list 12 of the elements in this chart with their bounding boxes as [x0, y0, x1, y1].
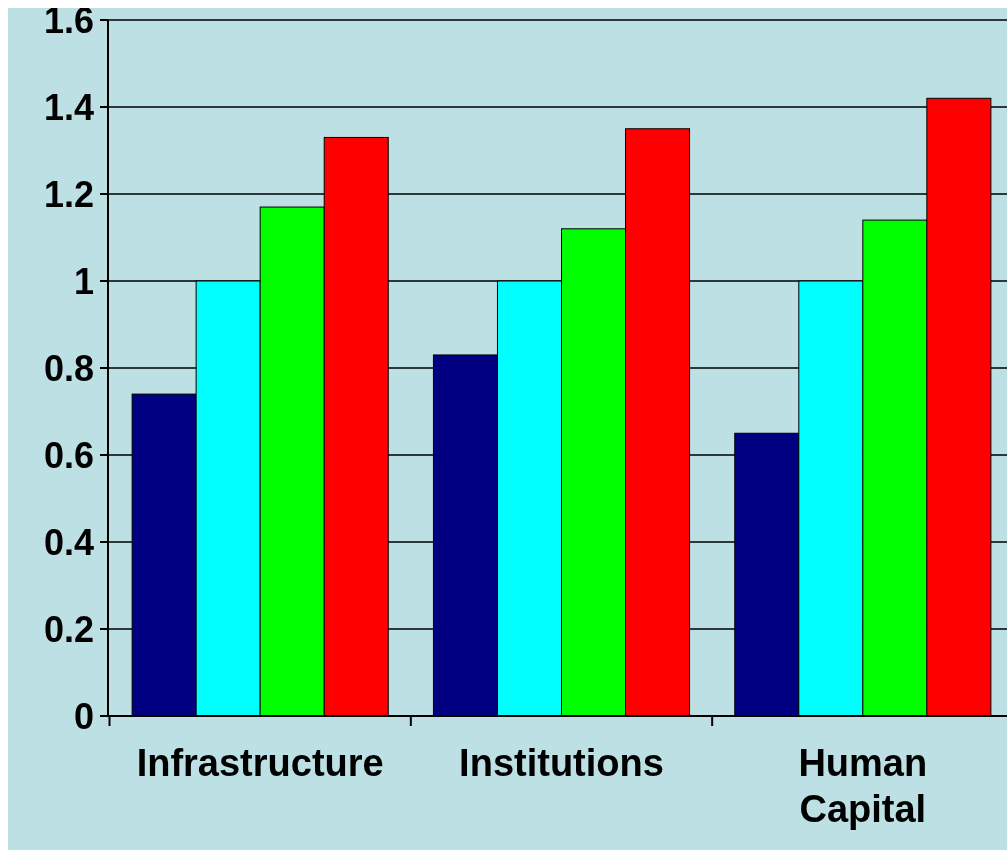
- y-tick-label: 0.2: [43, 608, 94, 650]
- x-tick-label: Human Capital: [798, 742, 928, 830]
- y-tick-label: 1.4: [43, 86, 94, 128]
- y-tick-label: 0.8: [43, 347, 94, 389]
- x-tick-label: Institutions: [459, 742, 664, 784]
- y-tick-label: 0.6: [43, 434, 94, 476]
- y-tick-label: 1.6: [43, 0, 94, 41]
- y-tick-label: 0: [73, 695, 94, 737]
- y-tick-label: 1: [73, 260, 94, 302]
- x-tick-label: Infrastructure: [136, 742, 384, 784]
- y-tick-label: 0.4: [43, 521, 94, 563]
- y-tick-label: 1.2: [43, 173, 94, 215]
